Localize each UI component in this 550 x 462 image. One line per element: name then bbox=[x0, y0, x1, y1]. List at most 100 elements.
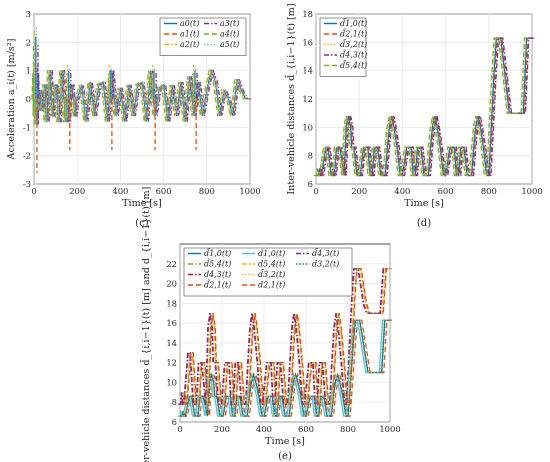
panel-e-legend: d̃1,0(t)d̃5,4(t)d4,3(t)d̃2,1(t) d1,0(t) d5… bbox=[183, 247, 353, 297]
y-tick-label: 6 bbox=[308, 179, 313, 189]
legend-box bbox=[159, 17, 247, 56]
panel-c-sublabel: (c) bbox=[135, 218, 149, 229]
x-tick-label: 200 bbox=[69, 186, 85, 196]
y-tick-label: 18 bbox=[302, 9, 313, 19]
panel-c-acceleration: 0 200 400 600 800 1000 -3 -2 -1 0 1 2 3 Time [s] Acc… bbox=[6, 9, 261, 229]
panel-e-sublabel: (e) bbox=[278, 451, 292, 462]
legend-entry: a0(t) bbox=[180, 19, 199, 28]
legend-entry: d3,2(t) bbox=[312, 260, 339, 269]
legend-entry: d̃3,2(t) bbox=[258, 268, 285, 279]
panel-e-series-lines bbox=[177, 268, 393, 417]
y-tick-label: -1 bbox=[23, 122, 31, 132]
panel-e-tick-labels: 0 200 400 600 800 1000 6 8 10 12 14 16 18 20 22 bbox=[166, 259, 400, 434]
series-line bbox=[35, 67, 253, 125]
y-tick-label: 20 bbox=[166, 279, 177, 289]
panel-d-tick-labels: 0 200 400 600 800 1000 6 8 10 12 14 16 18 bbox=[302, 9, 542, 196]
x-tick-label: 200 bbox=[214, 424, 230, 434]
x-tick-label: 600 bbox=[156, 186, 172, 196]
x-tick-label: 0 bbox=[31, 186, 36, 196]
x-tick-label: 600 bbox=[298, 424, 314, 434]
panel-d-legend: d̃1,0(t)d̃2,1(t)d̃3,2(t)d̃4,3(t)d̃5,4(t) bbox=[319, 17, 367, 77]
legend-entry: d̃2,1(t) bbox=[340, 28, 367, 39]
panel-e-distances-combined: 0 200 400 600 800 1000 6 8 10 12 14 16 18 20 22 Time [… bbox=[139, 187, 401, 462]
legend-entry: a2(t) bbox=[180, 40, 199, 49]
legend-box bbox=[319, 17, 367, 77]
panel-c-legend: a0(t) a1(t)a2(t) a3(t) a4(t)a5(t) bbox=[159, 17, 247, 56]
legend-entry: d̃4,3(t) bbox=[340, 49, 367, 60]
panel-d-xlabel: Time [s] bbox=[404, 198, 444, 209]
legend-entry: d̃5,4(t) bbox=[204, 258, 231, 269]
y-tick-label: -2 bbox=[23, 151, 31, 161]
y-tick-label: 8 bbox=[308, 151, 313, 161]
series-line bbox=[180, 268, 391, 405]
panel-d-ylabel: Inter-vehicle distances d̃_{i,i−1}(t) [m… bbox=[284, 3, 297, 194]
y-tick-label: 18 bbox=[166, 298, 177, 308]
series-line bbox=[34, 67, 252, 125]
series-line bbox=[32, 67, 249, 125]
y-tick-label: 10 bbox=[302, 122, 313, 132]
series-line bbox=[182, 319, 393, 417]
x-tick-label: 400 bbox=[394, 186, 410, 196]
legend-entry: d̃1,0(t) bbox=[340, 17, 367, 28]
legend-entry: d̃4,3(t) bbox=[312, 247, 339, 258]
y-tick-label: 6 bbox=[172, 417, 177, 427]
legend-box bbox=[183, 247, 353, 297]
y-tick-label: 22 bbox=[166, 259, 177, 269]
panel-c-tick-labels: 0 200 400 600 800 1000 -3 -2 -1 0 1 2 3 bbox=[23, 9, 261, 196]
y-tick-label: 16 bbox=[166, 318, 177, 328]
series-line bbox=[317, 37, 534, 177]
legend-entry: d5,4(t) bbox=[258, 260, 285, 269]
x-tick-label: 600 bbox=[438, 186, 454, 196]
y-tick-label: 2 bbox=[26, 37, 31, 47]
y-tick-label: 3 bbox=[26, 9, 31, 19]
legend-entry: a5(t) bbox=[220, 40, 239, 49]
y-tick-label: 12 bbox=[166, 358, 177, 368]
x-tick-label: 200 bbox=[351, 186, 367, 196]
legend-entry: a1(t) bbox=[180, 30, 199, 39]
series-line bbox=[177, 319, 388, 417]
x-tick-label: 1000 bbox=[239, 186, 260, 196]
y-tick-label: 14 bbox=[302, 66, 313, 76]
x-tick-label: 800 bbox=[481, 186, 497, 196]
legend-entry: d̃2,1(t) bbox=[204, 279, 231, 290]
x-tick-label: 400 bbox=[256, 424, 272, 434]
series-line bbox=[180, 319, 391, 417]
legend-entry: d2,1(t) bbox=[258, 281, 285, 290]
x-tick-label: 1000 bbox=[379, 424, 400, 434]
y-tick-label: 12 bbox=[302, 94, 313, 104]
panel-c-ylabel: Acceleration a_i(t) [m/s²] bbox=[6, 39, 17, 161]
series-line bbox=[179, 319, 390, 417]
legend-entry: d1,0(t) bbox=[258, 249, 285, 258]
y-tick-label: 10 bbox=[166, 377, 177, 387]
y-tick-label: 16 bbox=[302, 37, 313, 47]
y-tick-label: 8 bbox=[172, 397, 177, 407]
legend-entry: d̃1,0(t) bbox=[204, 247, 231, 258]
y-tick-label: -3 bbox=[23, 179, 31, 189]
x-tick-label: 400 bbox=[112, 186, 128, 196]
y-tick-label: 14 bbox=[166, 338, 177, 348]
panel-d-distances: 0 200 400 600 800 1000 6 8 10 12 14 16 18 Time [s] I… bbox=[284, 3, 543, 229]
panel-c-xlabel: Time [s] bbox=[122, 198, 162, 209]
x-tick-label: 0 bbox=[313, 186, 318, 196]
panel-e-xlabel: Time [s] bbox=[265, 436, 305, 447]
legend-entry: d4,3(t) bbox=[204, 270, 231, 279]
legend-entry: a4(t) bbox=[220, 30, 239, 39]
x-tick-label: 1000 bbox=[521, 186, 542, 196]
x-tick-label: 0 bbox=[177, 424, 182, 434]
y-tick-label: 1 bbox=[26, 66, 31, 76]
panel-e-ylabel: Inter-vehicle distances d̃_{i,i−1}(t) [m… bbox=[139, 187, 152, 462]
x-tick-label: 800 bbox=[199, 186, 215, 196]
panel-c-series-lines bbox=[31, 25, 253, 173]
x-tick-label: 800 bbox=[340, 424, 356, 434]
legend-entry: a3(t) bbox=[220, 19, 239, 28]
series-line bbox=[318, 37, 535, 177]
panel-d-sublabel: (d) bbox=[417, 218, 431, 229]
series-line bbox=[34, 67, 251, 125]
legend-entry: d̃5,4(t) bbox=[340, 59, 367, 70]
y-tick-label: 0 bbox=[26, 94, 31, 104]
series-line bbox=[181, 268, 392, 405]
panel-d-series-lines bbox=[313, 37, 535, 177]
series-line bbox=[313, 37, 530, 177]
legend-entry: d̃3,2(t) bbox=[340, 38, 367, 49]
